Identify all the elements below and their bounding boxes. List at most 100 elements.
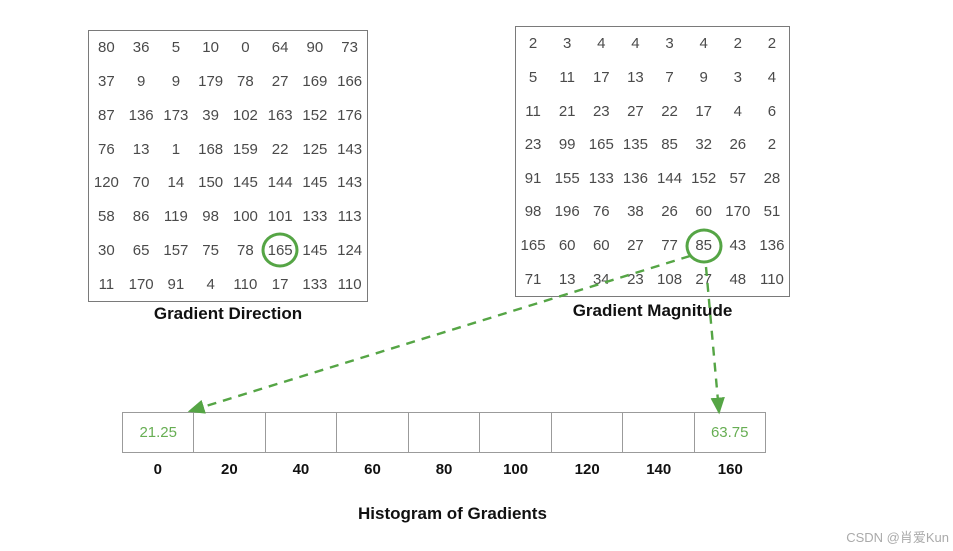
matrix-cell-value: 143 xyxy=(337,174,363,192)
matrix-cell: 78 xyxy=(228,65,263,99)
matrix-cell: 152 xyxy=(298,99,333,133)
histogram-axis-labels: 0 20 40 60 80 100 120 140 160 xyxy=(122,461,766,478)
matrix-cell-value: 119 xyxy=(163,208,188,226)
matrix-cell: 5 xyxy=(516,61,550,95)
matrix-cell-value: 39 xyxy=(202,106,219,124)
matrix-cell-value: 27 xyxy=(627,102,644,120)
matrix-cell: 152 xyxy=(687,162,721,196)
matrix-cell-value: 145 xyxy=(232,174,258,192)
matrix-cell-value: 36 xyxy=(132,39,150,57)
matrix-cell-value: 6 xyxy=(767,102,777,120)
gradient-direction-matrix: 80 36 5 10 0 64 90 73 37 9 9 179 78 27 169 166 87 136 173 3… xyxy=(88,30,368,302)
matrix-cell: 133 xyxy=(298,200,333,234)
matrix-cell-value: 70 xyxy=(132,174,150,192)
matrix-cell: 27 xyxy=(263,65,298,99)
matrix-cell-value: 71 xyxy=(524,270,542,288)
matrix-cell: 9 xyxy=(687,61,721,95)
matrix-cell: 23 xyxy=(584,94,618,128)
axis-tick-label: 40 xyxy=(292,461,310,478)
matrix-cell: 133 xyxy=(298,267,333,301)
matrix-cell-value: 168 xyxy=(198,140,224,158)
matrix-cell-value: 13 xyxy=(132,140,150,158)
matrix-cell-value: 2 xyxy=(733,35,742,53)
matrix-cell-value: 87 xyxy=(98,106,115,124)
matrix-cell: 1 xyxy=(159,132,194,166)
matrix-cell-value: 102 xyxy=(232,106,258,124)
axis-tick-label: 140 xyxy=(646,461,672,478)
matrix-cell-value: 2 xyxy=(767,35,777,53)
matrix-cell-value: 34 xyxy=(592,270,610,288)
matrix-cell: 4 xyxy=(193,267,228,301)
matrix-cell: 120 xyxy=(89,166,124,200)
axis-tick-label: 60 xyxy=(364,461,381,478)
matrix-cell-value: 133 xyxy=(588,169,614,187)
matrix-cell: 4 xyxy=(687,27,721,61)
matrix-cell: 176 xyxy=(332,99,367,133)
matrix-cell-value: 65 xyxy=(132,241,150,259)
matrix-cell-value: 23 xyxy=(592,102,610,120)
matrix-cell-value: 4 xyxy=(597,35,606,53)
matrix-cell-value: 17 xyxy=(592,68,610,86)
matrix-cell: 76 xyxy=(89,132,124,166)
matrix-cell: 165 xyxy=(261,232,299,268)
matrix-cell: 10 xyxy=(193,31,228,65)
matrix-cell-value: 196 xyxy=(554,203,580,221)
matrix-cell-value: 110 xyxy=(233,275,258,293)
matrix-cell-value: 98 xyxy=(202,208,219,226)
matrix-cell-value: 110 xyxy=(337,275,362,293)
matrix-cell: 39 xyxy=(193,99,228,133)
matrix-cell-value: 145 xyxy=(302,241,328,259)
matrix-cell: 14 xyxy=(159,166,194,200)
matrix-cell-value: 78 xyxy=(237,241,254,259)
matrix-cell: 73 xyxy=(332,31,367,65)
matrix-cell-value: 135 xyxy=(622,136,648,154)
histogram-bin-100 xyxy=(480,412,552,453)
watermark: CSDN @肖爱Kun xyxy=(846,530,949,545)
histogram-title: Histogram of Gradients xyxy=(358,504,547,523)
matrix-cell: 110 xyxy=(755,262,789,296)
matrix-cell: 51 xyxy=(755,195,789,229)
matrix-cell-value: 26 xyxy=(729,136,747,154)
matrix-cell-value: 4 xyxy=(699,35,708,53)
matrix-cell: 13 xyxy=(550,262,584,296)
matrix-cell: 48 xyxy=(721,262,755,296)
matrix-cell-value: 32 xyxy=(695,136,713,154)
matrix-cell: 145 xyxy=(228,166,263,200)
matrix-cell: 196 xyxy=(550,195,584,229)
matrix-cell: 98 xyxy=(193,200,228,234)
matrix-cell: 102 xyxy=(228,99,263,133)
matrix-cell-value: 4 xyxy=(767,68,777,86)
matrix-cell-value: 91 xyxy=(524,169,542,187)
matrix-cell: 17 xyxy=(263,267,298,301)
matrix-cell: 3 xyxy=(550,27,584,61)
matrix-cell: 165 xyxy=(584,128,618,162)
matrix-cell: 21 xyxy=(550,94,584,128)
matrix-cell: 23 xyxy=(618,262,652,296)
matrix-cell-value: 143 xyxy=(337,140,363,158)
histogram-bin-0: 21.25 xyxy=(122,412,195,453)
gradient-magnitude-label: Gradient Magnitude xyxy=(572,301,733,320)
matrix-cell-value: 163 xyxy=(267,106,293,124)
matrix-cell: 75 xyxy=(193,234,228,268)
matrix-cell-value: 133 xyxy=(302,275,328,293)
matrix-cell-value: 136 xyxy=(128,106,154,124)
matrix-cell: 159 xyxy=(228,132,263,166)
matrix-cell-value: 170 xyxy=(725,203,751,221)
matrix-cell-value: 152 xyxy=(302,106,328,124)
matrix-cell-value: 124 xyxy=(337,241,363,259)
axis-tick-label: 100 xyxy=(503,461,529,478)
matrix-cell-value: 64 xyxy=(271,39,289,57)
matrix-cell: 136 xyxy=(755,229,789,263)
histogram-bins: 21.25 63.75 xyxy=(122,412,766,453)
matrix-cell: 30 xyxy=(89,234,124,268)
matrix-cell: 23 xyxy=(516,128,550,162)
matrix-cell: 11 xyxy=(550,61,584,95)
histogram-bin-60 xyxy=(337,412,409,453)
matrix-cell: 85 xyxy=(653,128,687,162)
matrix-cell: 165 xyxy=(516,229,550,263)
matrix-cell-value: 169 xyxy=(302,73,328,91)
matrix-cell: 17 xyxy=(687,94,721,128)
histogram-bin-80 xyxy=(408,412,481,453)
matrix-cell: 2 xyxy=(755,128,789,162)
